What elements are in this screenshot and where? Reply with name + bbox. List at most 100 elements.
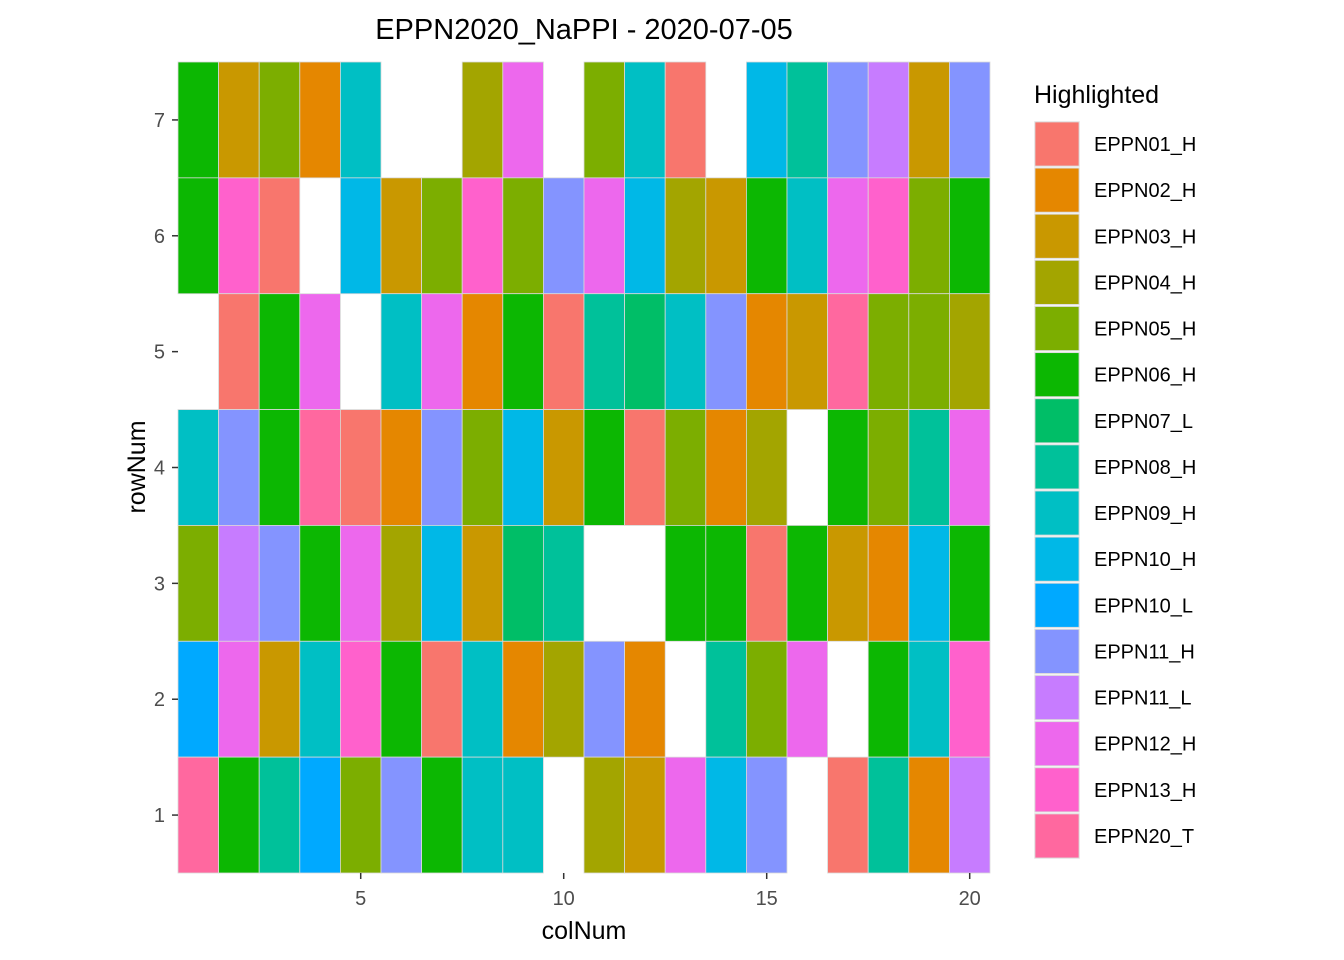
heatmap-cell <box>908 525 950 642</box>
heatmap-cell <box>746 756 788 874</box>
heatmap-cell <box>258 293 301 410</box>
legend-label: EPPN11_L <box>1094 688 1191 710</box>
legend-swatch <box>1034 536 1080 582</box>
heatmap-cell <box>583 293 625 410</box>
heatmap-cell <box>218 177 260 295</box>
legend-swatch <box>1034 813 1080 859</box>
heatmap-cell <box>583 640 625 758</box>
heatmap-cell <box>867 525 910 642</box>
legend-swatch <box>1034 259 1080 305</box>
heatmap-cell <box>299 525 341 642</box>
legend-items: EPPN01_H EPPN02_H EPPN03_H EPPN04_H EPPN05_H… <box>1034 121 1196 859</box>
heatmap-cell <box>339 177 382 295</box>
x-tick-label: 15 <box>756 888 778 910</box>
legend-label: EPPN01_H <box>1094 134 1196 156</box>
heatmap-cell <box>461 409 504 526</box>
legend-swatch <box>1034 444 1080 490</box>
legend-label: EPPN05_H <box>1094 319 1196 341</box>
x-tick-label: 10 <box>553 888 575 910</box>
x-tick-label: 5 <box>355 888 366 910</box>
heatmap-cell <box>583 177 625 295</box>
legend: Highlighted EPPN01_HEPPN02_HEPPN03_HEPPN… <box>1034 81 1196 859</box>
heatmap-cell <box>827 293 869 410</box>
heatmap-cell <box>380 640 422 758</box>
heatmap-cell <box>299 409 341 526</box>
heatmap-cell <box>746 61 788 179</box>
legend-label: EPPN04_H <box>1094 272 1196 294</box>
heatmap-cell <box>380 756 422 874</box>
heatmap-cell <box>786 177 828 295</box>
legend-label: EPPN20_T <box>1094 826 1194 848</box>
y-tick-label: 7 <box>154 110 165 132</box>
heatmap-cell <box>299 756 341 874</box>
heatmap-cell <box>543 409 585 526</box>
legend-swatch <box>1034 675 1080 720</box>
heatmap-cell <box>827 409 869 526</box>
legend-swatch <box>1034 306 1080 351</box>
heatmap-cell <box>583 409 625 526</box>
heatmap-cell <box>502 640 544 758</box>
heatmap-cell <box>908 640 950 758</box>
heatmap-cell <box>177 177 219 295</box>
heatmap-cell <box>299 640 341 758</box>
heatmap-cell <box>543 293 585 410</box>
heatmap-cell <box>461 525 504 642</box>
heatmap-cell <box>421 409 463 526</box>
heatmap-cell <box>258 525 301 642</box>
heatmap-cell <box>705 525 747 642</box>
heatmap-cell <box>867 640 910 758</box>
heatmap-cell <box>177 756 219 874</box>
heatmap-cell <box>218 525 260 642</box>
heatmap-cell <box>461 293 504 410</box>
heatmap-cell <box>867 293 910 410</box>
heatmap-cell <box>908 61 950 179</box>
heatmap-cell <box>908 409 950 526</box>
heatmap-cell <box>258 177 301 295</box>
heatmap-cell <box>624 293 666 410</box>
y-tick-label: 3 <box>154 573 165 595</box>
heatmap-cell <box>624 409 666 526</box>
heatmap-cell <box>218 293 260 410</box>
heatmap-cell <box>177 525 219 642</box>
heatmap-cell <box>624 640 666 758</box>
heatmap-cell <box>664 525 707 642</box>
y-tick-label: 5 <box>154 342 165 364</box>
heatmap-cell <box>502 61 544 179</box>
heatmap-cell <box>502 293 544 410</box>
y-tick-label: 2 <box>154 689 165 711</box>
heatmap-cell <box>502 756 544 874</box>
heatmap-cell <box>421 640 463 758</box>
heatmap-cell <box>218 640 260 758</box>
heatmap-cell <box>380 293 422 410</box>
legend-label: EPPN10_H <box>1094 549 1196 571</box>
heatmap-cell <box>705 640 747 758</box>
x-axis-title: colNum <box>542 917 627 945</box>
heatmap-cell <box>827 61 869 179</box>
heatmap-cell <box>177 61 219 179</box>
heatmap-cell <box>786 293 828 410</box>
legend-label: EPPN03_H <box>1094 226 1196 248</box>
heatmap-cell <box>502 409 544 526</box>
heatmap-cell <box>949 177 991 295</box>
heatmap-cell <box>624 177 666 295</box>
heatmap-cell <box>867 756 910 874</box>
heatmap-cell <box>624 756 666 874</box>
heatmap-cell <box>908 756 950 874</box>
heatmap-cell <box>339 409 382 526</box>
heatmap-cell <box>786 61 828 179</box>
heatmap-cell <box>339 640 382 758</box>
heatmap-cell <box>746 409 788 526</box>
heatmap-cell <box>380 525 422 642</box>
heatmap-cell <box>949 525 991 642</box>
legend-swatch <box>1034 167 1080 213</box>
heatmap-cell <box>746 177 788 295</box>
heatmap-cell <box>177 640 219 758</box>
y-axis: 1 2 3 4 5 6 7 <box>154 110 178 827</box>
heatmap-cell <box>258 409 301 526</box>
x-tick-label: 20 <box>959 888 981 910</box>
heatmap-cell <box>583 61 625 179</box>
legend-title: Highlighted <box>1034 81 1159 109</box>
legend-label: EPPN10_L <box>1094 595 1193 617</box>
heatmap-cell <box>258 61 301 179</box>
heatmap-cell <box>786 525 828 642</box>
